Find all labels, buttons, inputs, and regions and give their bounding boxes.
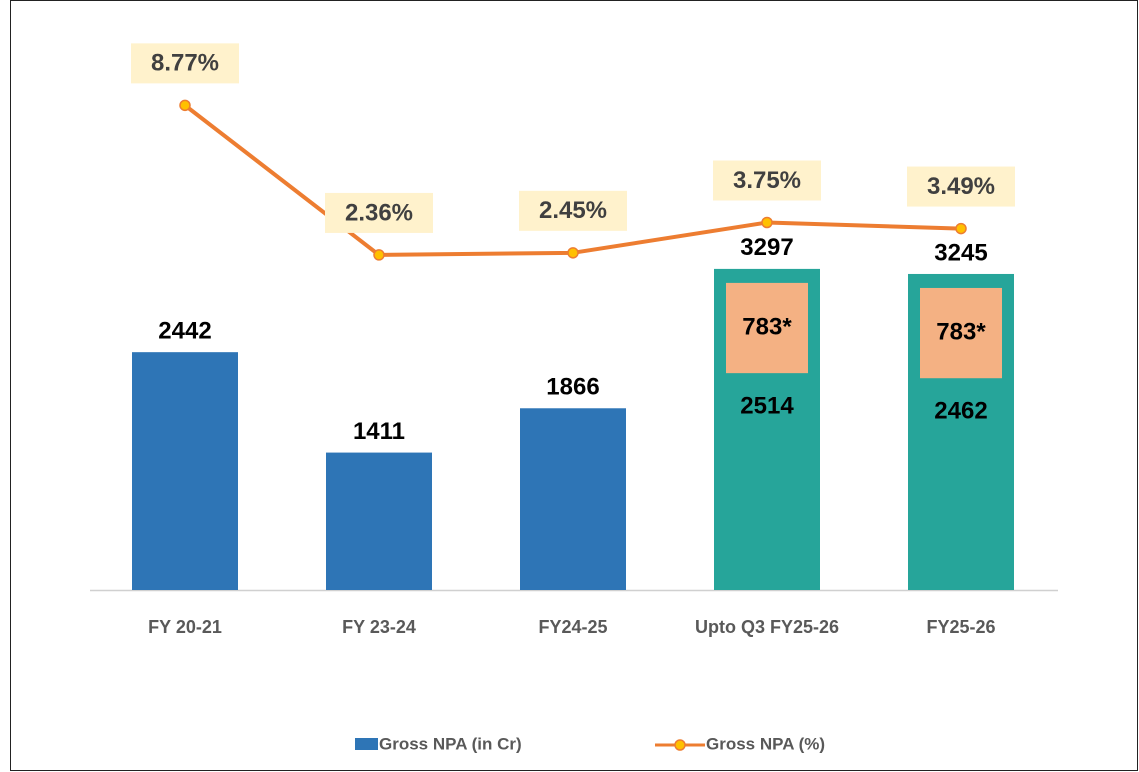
legend-marker	[674, 739, 686, 751]
data-label: 2.36%	[345, 199, 413, 226]
data-label-box	[519, 190, 627, 231]
base-label: 2514	[740, 393, 794, 420]
data-label: 3245	[934, 239, 987, 266]
data-label-box	[131, 43, 239, 84]
x-tick-label: Upto Q3 FY25-26	[694, 617, 840, 637]
data-label-box	[325, 192, 433, 233]
marker	[761, 216, 773, 229]
data-label: 1866	[546, 374, 599, 401]
legend-label: Gross NPA (%)	[706, 734, 825, 753]
x-tick-label: FY25-26	[926, 617, 996, 637]
x-tick-label: FY 23-24	[342, 617, 416, 637]
x-tick-label: FY 20-21	[148, 617, 222, 637]
breakdown-box	[920, 287, 1002, 379]
bar	[520, 408, 626, 590]
data-label-box	[907, 166, 1015, 207]
x-tick-label: FY24-25	[538, 617, 608, 637]
data-label: 2.45%	[539, 197, 607, 224]
breakdown-label: 783*	[936, 318, 986, 345]
data-label: 3.75%	[733, 167, 801, 194]
marker	[373, 249, 385, 261]
data-label: 3297	[740, 234, 793, 261]
breakdown-label: 783*	[742, 313, 792, 340]
bar	[132, 352, 238, 590]
base-label: 2462	[934, 398, 987, 425]
breakdown-box	[726, 282, 808, 374]
bar	[326, 452, 432, 590]
legend-swatch	[355, 738, 378, 750]
data-label: 3.49%	[927, 173, 995, 200]
marker	[179, 99, 191, 112]
marker	[567, 247, 579, 259]
data-label: 1411	[353, 418, 405, 445]
legend-label: Gross NPA (in Cr)	[379, 734, 522, 753]
data-label: 8.77%	[151, 50, 219, 77]
data-label: 2442	[158, 318, 211, 345]
data-label-box	[713, 160, 821, 201]
marker	[955, 222, 967, 235]
